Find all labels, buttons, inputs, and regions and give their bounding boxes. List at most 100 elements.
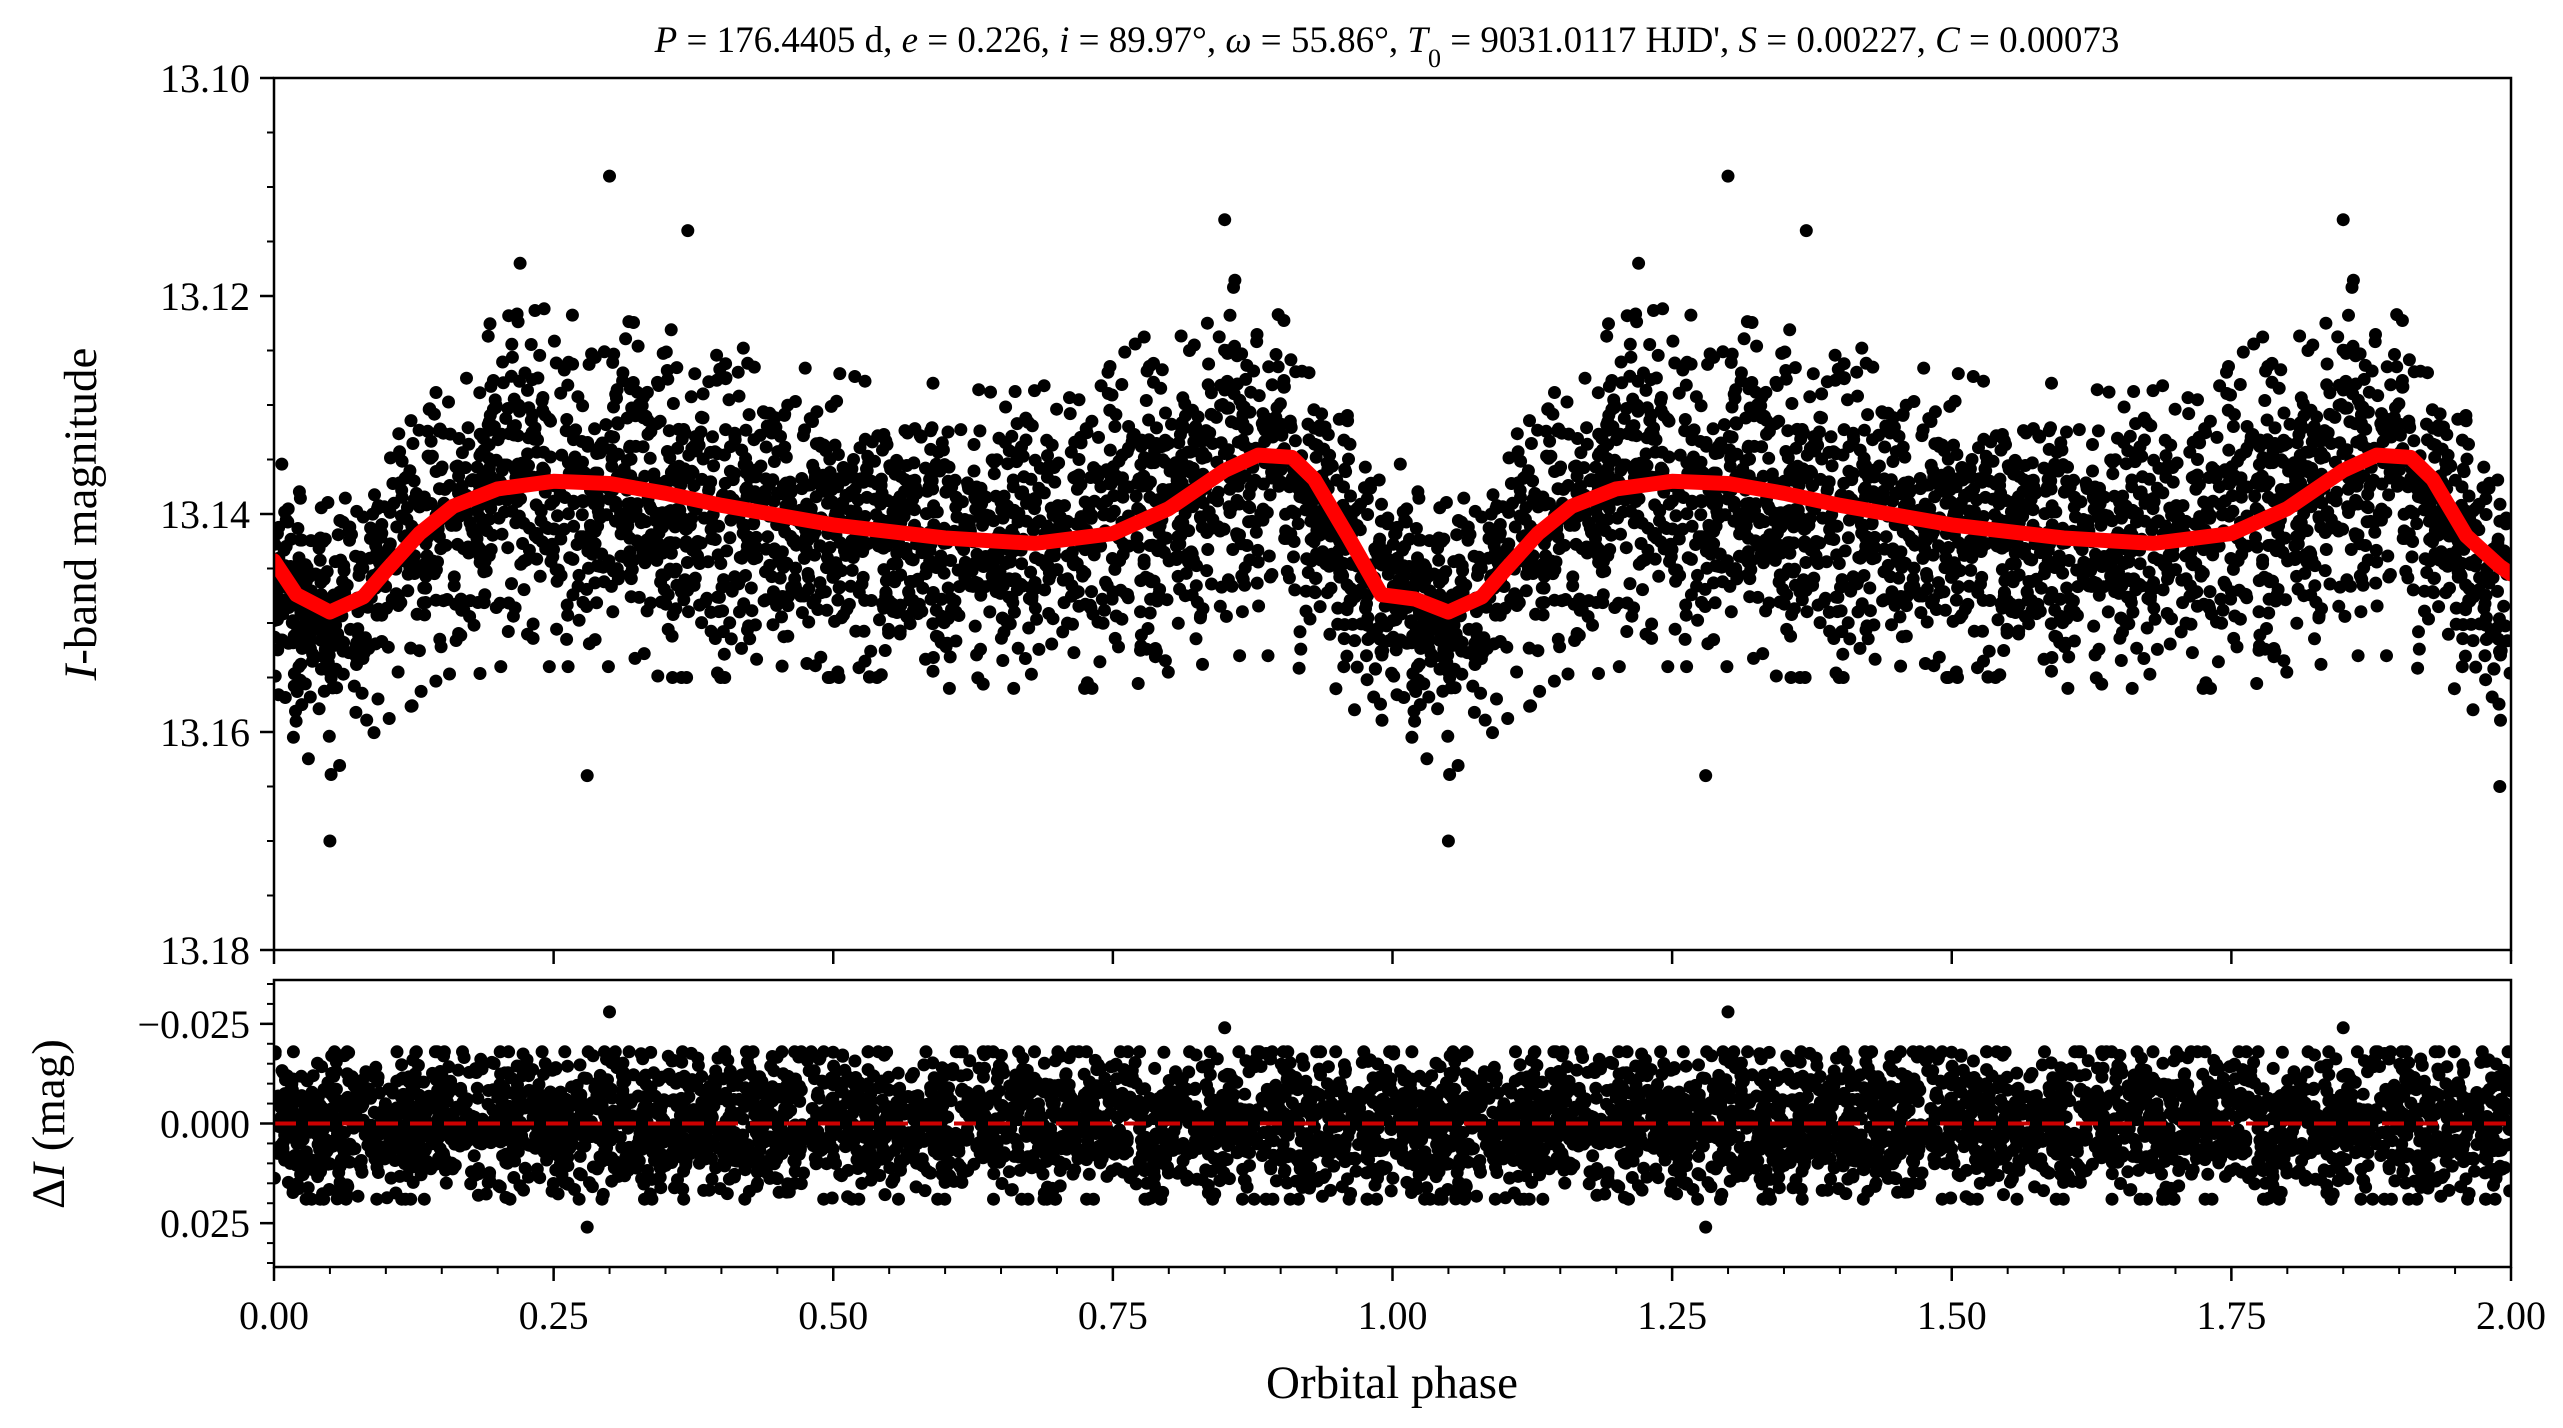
data-point bbox=[2199, 426, 2212, 440]
data-point bbox=[1413, 698, 1427, 712]
data-point bbox=[1398, 513, 1412, 527]
data-point bbox=[1636, 583, 1649, 597]
data-point bbox=[1707, 350, 1721, 364]
data-point bbox=[434, 542, 448, 556]
data-point bbox=[640, 604, 654, 618]
data-point bbox=[531, 371, 545, 385]
data-point bbox=[1237, 421, 1251, 435]
data-point bbox=[2137, 652, 2151, 665]
data-point bbox=[1131, 677, 1145, 690]
data-point bbox=[349, 549, 363, 563]
data-point bbox=[391, 665, 405, 679]
data-point bbox=[298, 677, 312, 691]
data-point bbox=[767, 455, 781, 468]
data-point bbox=[2267, 650, 2281, 664]
data-point bbox=[1580, 540, 1594, 554]
data-point bbox=[861, 537, 875, 551]
data-point bbox=[333, 514, 347, 527]
data-point bbox=[2262, 606, 2276, 620]
data-point bbox=[1393, 457, 1407, 471]
data-point bbox=[2292, 550, 2306, 564]
data-point bbox=[326, 681, 340, 695]
data-point bbox=[789, 561, 803, 575]
data-point bbox=[1916, 551, 1930, 565]
data-point bbox=[1182, 460, 1196, 474]
data-point bbox=[858, 654, 872, 668]
data-point bbox=[2113, 631, 2127, 645]
data-point bbox=[560, 632, 574, 646]
data-point bbox=[1684, 308, 1698, 322]
data-point bbox=[1443, 768, 1457, 781]
data-point bbox=[2086, 464, 2099, 478]
data-point bbox=[1258, 423, 1272, 437]
data-point bbox=[1134, 628, 1148, 642]
data-point bbox=[1514, 454, 1528, 468]
data-point bbox=[1381, 567, 1395, 581]
data-point bbox=[1568, 460, 1581, 474]
data-point bbox=[2369, 543, 2383, 557]
data-point bbox=[2449, 601, 2463, 615]
data-point bbox=[627, 316, 640, 329]
data-point bbox=[1423, 534, 1436, 548]
data-point bbox=[1817, 595, 1831, 609]
data-point bbox=[486, 374, 500, 387]
data-point bbox=[869, 508, 883, 522]
data-point bbox=[1907, 561, 1921, 575]
data-point bbox=[2482, 476, 2496, 490]
data-point bbox=[724, 513, 738, 527]
data-point bbox=[744, 581, 758, 595]
data-point bbox=[1014, 487, 1028, 501]
data-point bbox=[1623, 577, 1637, 591]
data-point bbox=[1263, 488, 1277, 502]
data-point bbox=[968, 619, 982, 633]
data-point bbox=[387, 496, 401, 510]
data-point bbox=[704, 523, 718, 536]
data-point bbox=[2048, 603, 2062, 617]
data-point bbox=[748, 485, 762, 499]
data-point bbox=[1375, 497, 1388, 511]
data-point bbox=[1502, 537, 1516, 551]
data-point bbox=[1397, 565, 1411, 579]
data-point bbox=[2044, 617, 2058, 631]
data-point bbox=[1699, 544, 1713, 558]
data-point bbox=[647, 467, 661, 481]
data-point bbox=[632, 590, 646, 604]
title-c-value: = 0.00073 bbox=[1960, 20, 2120, 61]
data-point bbox=[695, 616, 709, 630]
data-point bbox=[460, 371, 473, 385]
data-point bbox=[1153, 519, 1167, 533]
data-point bbox=[858, 374, 872, 388]
data-point bbox=[1542, 451, 1556, 465]
data-point bbox=[2395, 314, 2409, 327]
data-point bbox=[1699, 439, 1713, 453]
data-point bbox=[1834, 580, 1847, 594]
data-point bbox=[2395, 380, 2409, 394]
title-t-value: = 9031.0117 HJD', bbox=[1441, 20, 1739, 61]
data-point bbox=[1552, 542, 1566, 556]
data-point bbox=[715, 580, 729, 594]
data-point bbox=[2310, 410, 2324, 424]
data-point bbox=[1648, 552, 1662, 566]
data-point bbox=[386, 477, 400, 490]
data-point bbox=[1362, 632, 1376, 646]
data-point bbox=[286, 730, 300, 744]
data-point bbox=[1134, 439, 1148, 453]
data-point bbox=[1333, 565, 1347, 579]
data-point bbox=[1455, 667, 1469, 681]
data-point bbox=[775, 610, 788, 624]
data-point bbox=[289, 714, 303, 728]
data-point bbox=[1643, 338, 1657, 351]
data-point bbox=[1233, 649, 1247, 663]
data-point bbox=[599, 418, 613, 432]
data-point bbox=[2182, 407, 2196, 421]
data-point bbox=[1155, 363, 1169, 377]
data-point bbox=[2291, 460, 2305, 474]
data-point bbox=[860, 462, 873, 476]
data-point bbox=[2503, 666, 2511, 680]
data-point bbox=[2090, 383, 2104, 397]
data-point bbox=[1560, 395, 1574, 409]
data-point bbox=[1348, 703, 1361, 717]
data-point bbox=[1288, 583, 1302, 597]
data-point bbox=[1591, 386, 1605, 400]
data-point bbox=[1450, 528, 1464, 542]
